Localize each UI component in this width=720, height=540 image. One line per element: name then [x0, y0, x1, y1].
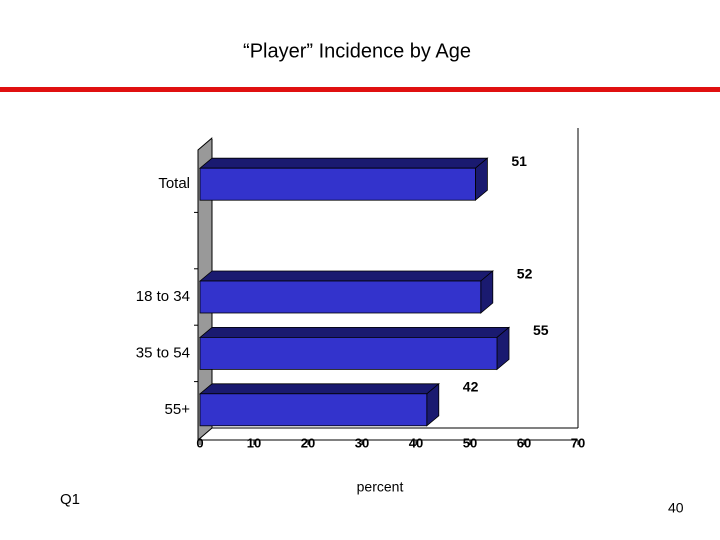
x-tick-label: 60: [517, 435, 531, 450]
y-tick-label: 35 to 54: [136, 344, 190, 361]
x-tick-label: 0: [196, 435, 203, 450]
bar-top: [198, 383, 440, 395]
y-tick-label: 18 to 34: [136, 288, 190, 305]
x-tick-label: 70: [571, 435, 585, 450]
bar: [199, 336, 498, 370]
bar-top: [198, 157, 489, 169]
plot: 0 10 20 30 40 50 60 70 Total 51 18 to 34 52 35 to 54…: [136, 128, 585, 450]
x-tick-label: 20: [301, 435, 315, 450]
bar: [199, 167, 476, 201]
bar: [199, 280, 482, 314]
x-tick-label: 40: [409, 435, 423, 450]
bar: [199, 393, 428, 427]
data-label: 55: [533, 322, 549, 338]
data-label: 42: [463, 379, 479, 395]
chart-title: “Player” Incidence by Age: [243, 40, 471, 62]
bar-top: [198, 326, 511, 338]
y-tick-label: 55+: [165, 401, 191, 418]
x-tick-label: 30: [355, 435, 369, 450]
data-label: 52: [517, 266, 533, 282]
data-label: 51: [511, 153, 527, 169]
page-number: 40: [668, 500, 684, 516]
x-axis-label: percent: [357, 479, 404, 495]
y-tick-label: Total: [158, 175, 190, 192]
bar-top: [198, 270, 494, 282]
x-tick-label: 50: [463, 435, 477, 450]
x-tick-label: 10: [247, 435, 261, 450]
title-rule: [0, 87, 720, 92]
footer-left: Q1: [60, 491, 80, 508]
